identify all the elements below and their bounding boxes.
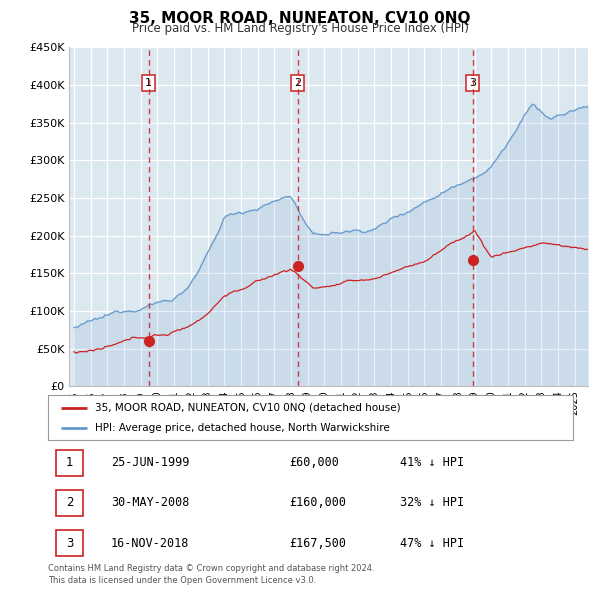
Text: 47% ↓ HPI: 47% ↓ HPI (400, 537, 464, 550)
Text: 1: 1 (66, 456, 73, 469)
Text: 30-MAY-2008: 30-MAY-2008 (111, 496, 190, 510)
FancyBboxPatch shape (56, 490, 83, 516)
Text: Price paid vs. HM Land Registry's House Price Index (HPI): Price paid vs. HM Land Registry's House … (131, 22, 469, 35)
Text: 41% ↓ HPI: 41% ↓ HPI (400, 456, 464, 469)
Text: 2: 2 (66, 496, 73, 510)
Text: £167,500: £167,500 (290, 537, 347, 550)
Text: 25-JUN-1999: 25-JUN-1999 (111, 456, 190, 469)
Text: £160,000: £160,000 (290, 496, 347, 510)
Text: 32% ↓ HPI: 32% ↓ HPI (400, 496, 464, 510)
Text: 16-NOV-2018: 16-NOV-2018 (111, 537, 190, 550)
Text: £60,000: £60,000 (290, 456, 340, 469)
Text: HPI: Average price, detached house, North Warwickshire: HPI: Average price, detached house, Nort… (95, 424, 390, 434)
Text: 2: 2 (294, 78, 301, 88)
Text: 35, MOOR ROAD, NUNEATON, CV10 0NQ: 35, MOOR ROAD, NUNEATON, CV10 0NQ (129, 11, 471, 25)
FancyBboxPatch shape (56, 530, 83, 556)
Text: 3: 3 (66, 537, 73, 550)
FancyBboxPatch shape (48, 395, 573, 440)
Text: 1: 1 (145, 78, 152, 88)
Text: 35, MOOR ROAD, NUNEATON, CV10 0NQ (detached house): 35, MOOR ROAD, NUNEATON, CV10 0NQ (detac… (95, 403, 401, 412)
FancyBboxPatch shape (56, 450, 83, 476)
Text: Contains HM Land Registry data © Crown copyright and database right 2024.
This d: Contains HM Land Registry data © Crown c… (48, 564, 374, 585)
Text: 3: 3 (469, 78, 476, 88)
